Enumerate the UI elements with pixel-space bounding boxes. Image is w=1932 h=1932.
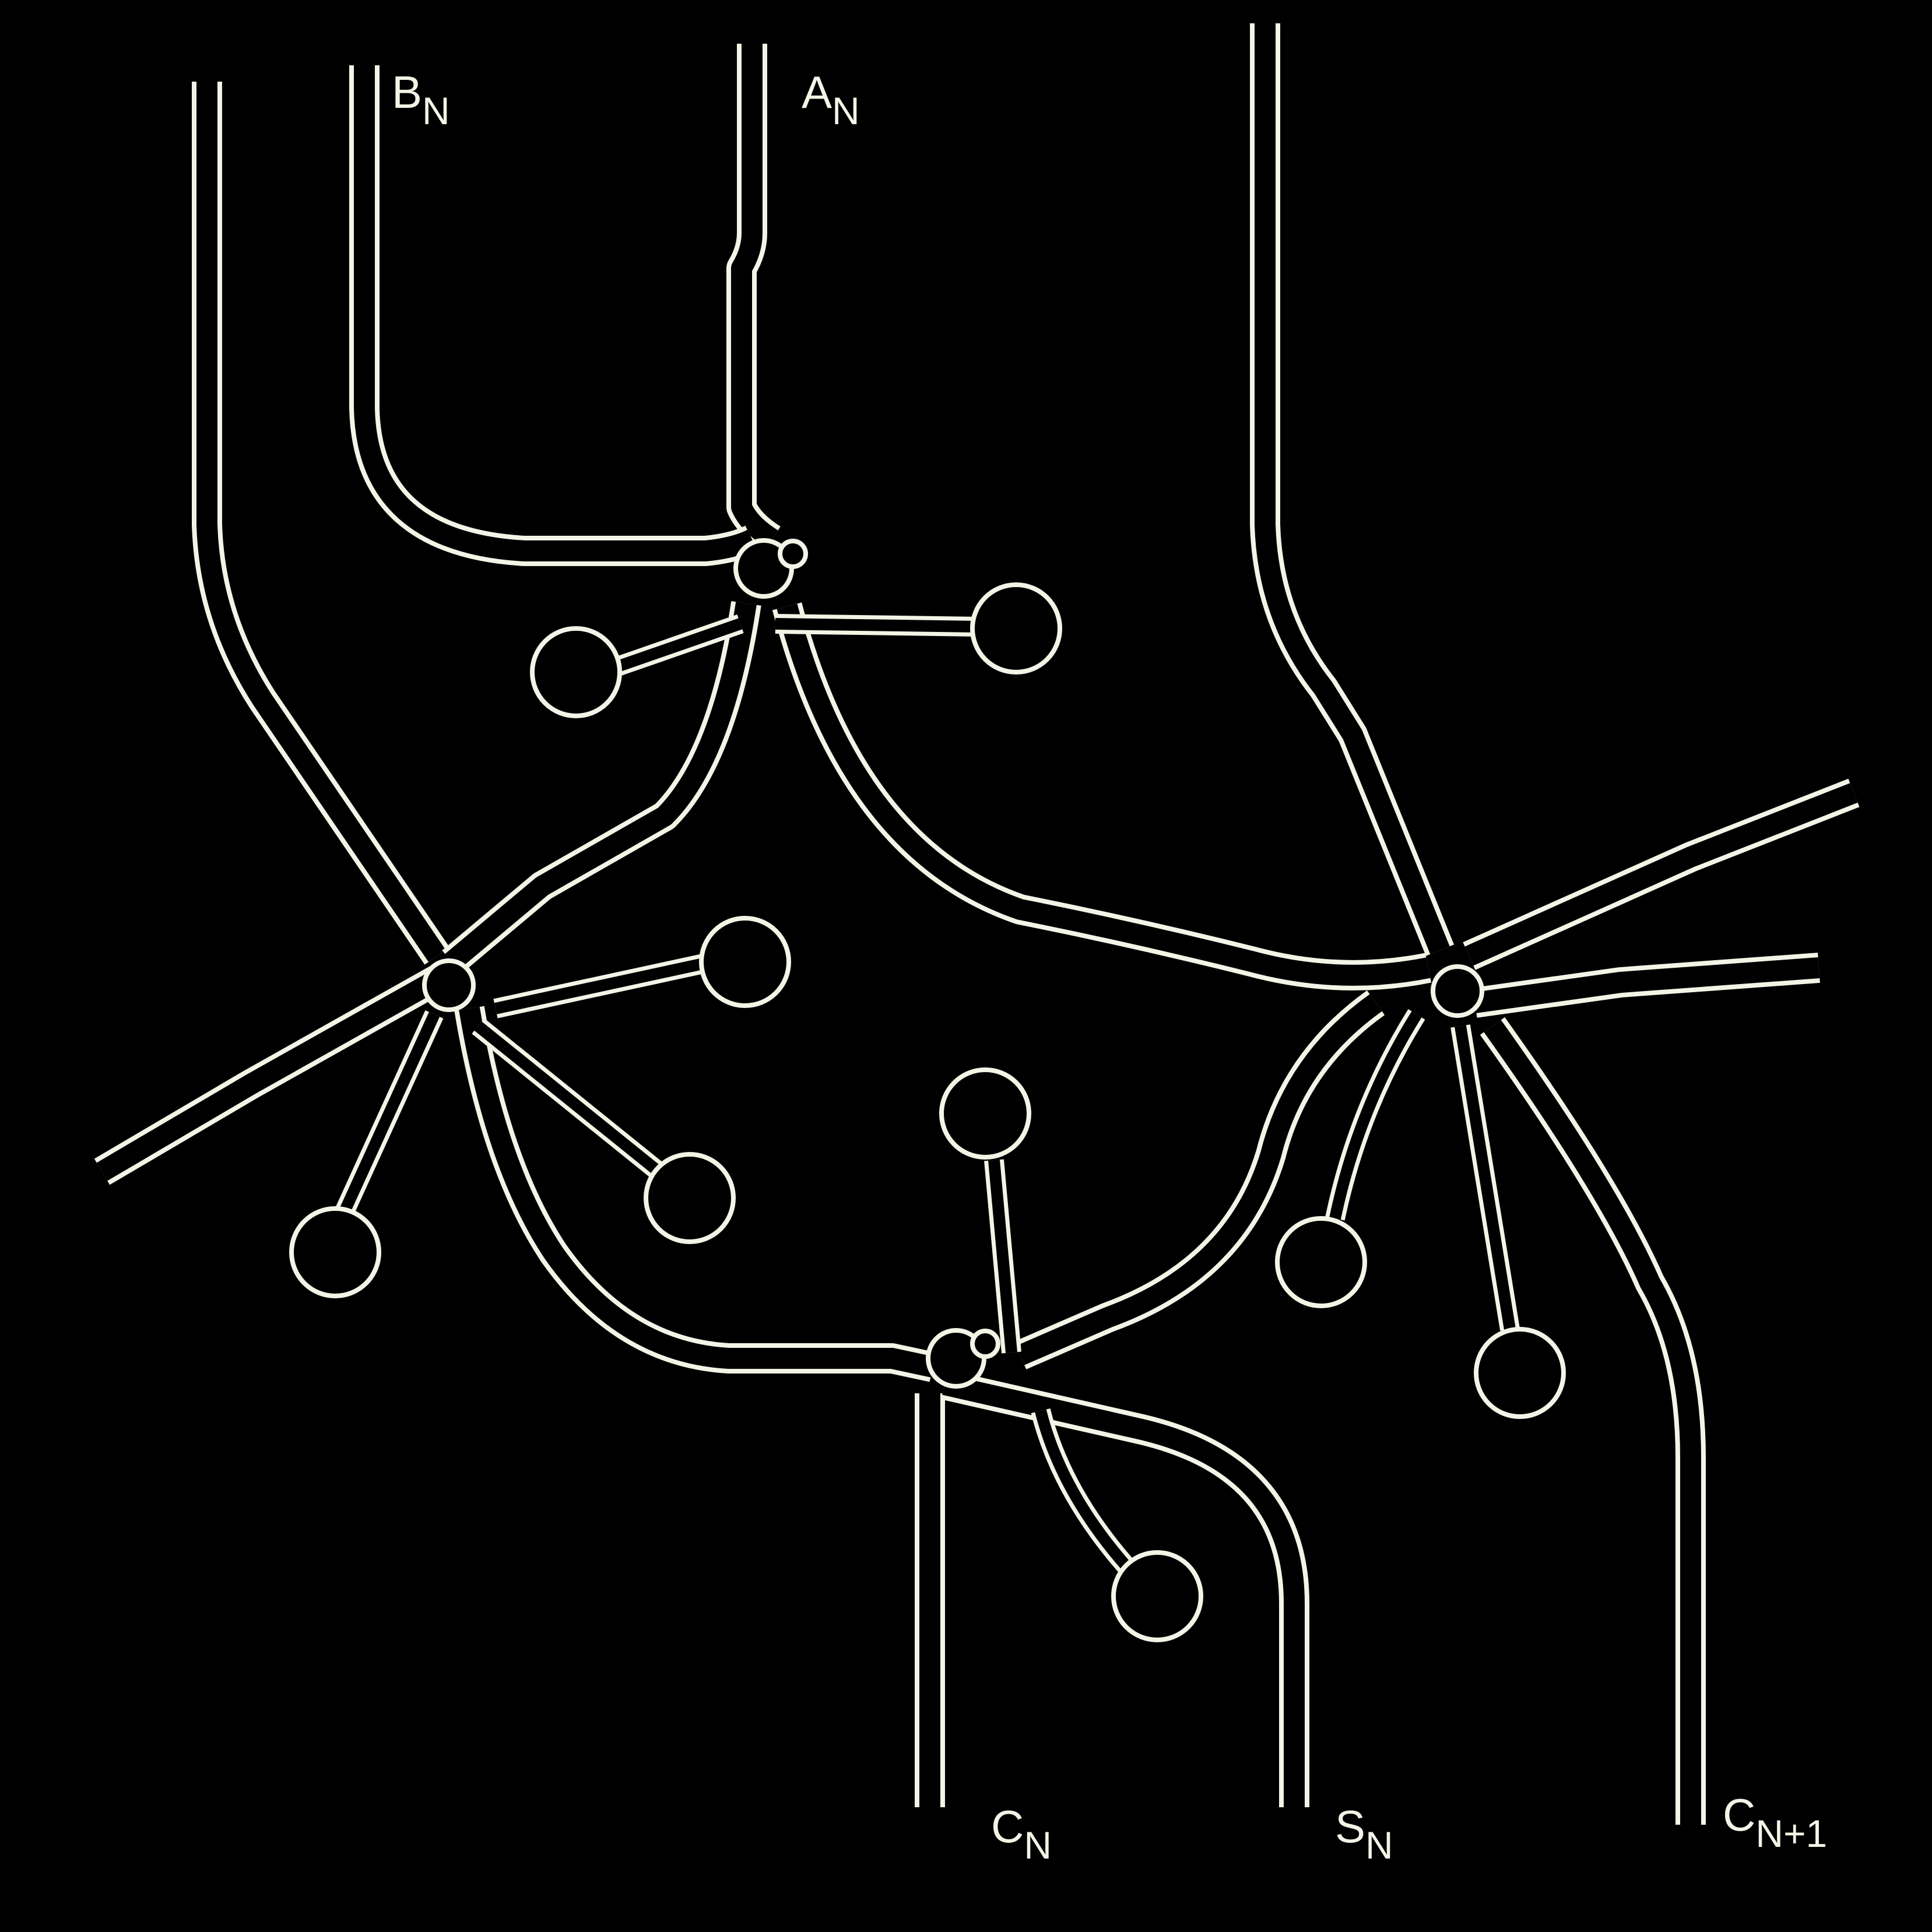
- pad-middle-right: [472, 1018, 736, 1244]
- track-right-lower-output: [1473, 953, 1820, 1018]
- contact-pads: [289, 582, 1566, 1642]
- pad-middle-upper: [493, 916, 791, 1018]
- track-left-outer: [192, 82, 450, 965]
- track-b-input: [349, 65, 759, 566]
- track-right-outer: [1250, 23, 1455, 956]
- label-carry-output: CN+1: [1723, 1789, 1827, 1855]
- junctions: [422, 538, 1484, 1389]
- track-right-upper-output: [1463, 778, 1860, 970]
- track-right-to-bottom-junction: [1014, 990, 1385, 1369]
- pad-top-right: [775, 582, 1062, 675]
- pad-right-lower: [1450, 1024, 1566, 1419]
- junction-right: [1431, 964, 1484, 1018]
- label-b-input: BN: [392, 66, 450, 132]
- pad-center: [939, 1067, 1031, 1354]
- pad-top-left: [530, 614, 744, 718]
- label-sum-output: SN: [1335, 1801, 1393, 1867]
- junction-left: [422, 958, 476, 1012]
- track-left-output: [94, 966, 445, 1185]
- labels: BN AN CN SN CN+1: [392, 66, 1827, 1867]
- track-a-input: [726, 44, 781, 553]
- track-carry-output: [1480, 1017, 1706, 1825]
- label-c-input: CN: [991, 1801, 1052, 1867]
- track-a-to-right-junction: [772, 602, 1432, 990]
- waveguide-tracks: [94, 23, 1860, 1825]
- junction-top-notch: [778, 539, 808, 569]
- pad-left-lower: [289, 1010, 444, 1298]
- pad-right-left: [1275, 1009, 1425, 1308]
- track-left-to-bottom-junction: [454, 1006, 936, 1382]
- pad-bottom: [1031, 1408, 1203, 1642]
- junction-bottom-notch: [970, 1329, 1000, 1359]
- label-a-input: AN: [802, 66, 860, 132]
- track-sum-output: [941, 1369, 1309, 1807]
- track-a-to-left-junction: [442, 601, 761, 974]
